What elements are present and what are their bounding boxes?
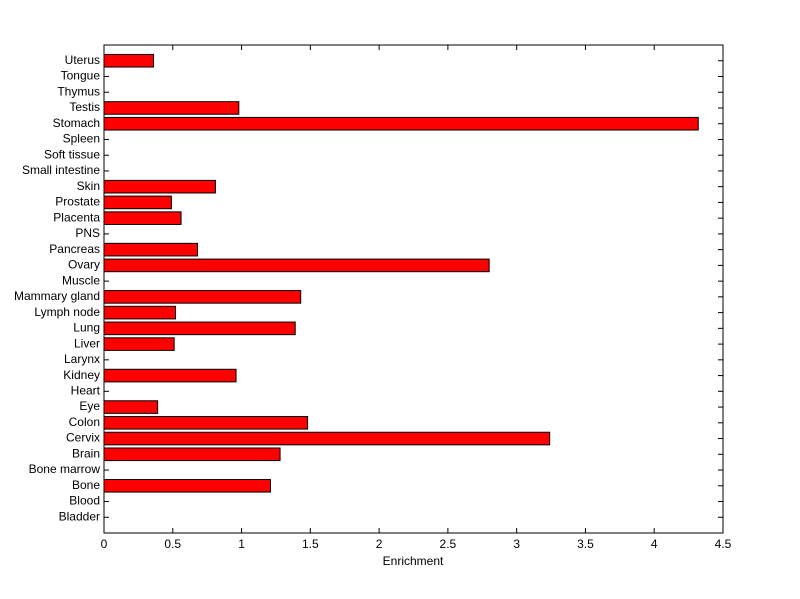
y-tick-label: Brain [72, 446, 100, 460]
bar [103, 195, 172, 210]
y-tick-label: Uterus [65, 53, 100, 67]
x-tick-label: 1.5 [302, 537, 319, 551]
y-tick-label: Lung [73, 321, 100, 335]
y-tick-label: Heart [71, 383, 101, 397]
x-tick-label: 1 [238, 537, 245, 551]
bar [103, 400, 159, 414]
bar [103, 368, 237, 383]
y-tick-label: Muscle [62, 273, 100, 287]
bar [103, 53, 155, 68]
y-tick-label: Stomach [53, 116, 100, 130]
bar [103, 337, 175, 351]
bar [103, 447, 281, 462]
y-tick-label: Thymus [57, 84, 100, 98]
y-tick-label: Placenta [53, 210, 100, 224]
bar [103, 101, 240, 115]
y-tick-label: Soft tissue [44, 147, 100, 161]
bar [103, 116, 699, 131]
y-tick-label: Kidney [63, 368, 100, 382]
bar [103, 416, 309, 430]
y-tick-label: Prostate [55, 195, 100, 209]
bar [103, 211, 182, 225]
y-tick-label: Testis [69, 100, 100, 114]
y-tick-label: Bone [72, 478, 100, 492]
bar [103, 290, 302, 304]
x-axis-label: Enrichment [383, 554, 444, 568]
y-tick-label: Bone marrow [29, 462, 101, 476]
bar [103, 431, 551, 446]
bar [103, 305, 177, 320]
x-tick-label: 4 [651, 537, 658, 551]
y-tick-label: Colon [69, 415, 100, 429]
y-tick-label: Spleen [63, 132, 100, 146]
y-tick-label: Ovary [68, 258, 100, 272]
y-tick-label: Larynx [64, 352, 100, 366]
y-tick-label: Small intestine [22, 163, 100, 177]
y-tick-label: Tongue [61, 69, 101, 83]
y-tick-label: Cervix [66, 431, 100, 445]
x-tick-label: 3.5 [577, 537, 594, 551]
bar [103, 258, 490, 273]
y-tick-label: Bladder [59, 509, 100, 523]
y-tick-label: Eye [79, 399, 100, 413]
y-tick-label: Liver [74, 336, 100, 350]
plot-frame [103, 44, 724, 534]
y-tick-label: Pancreas [49, 242, 100, 256]
bar [103, 321, 296, 336]
y-tick-label: Blood [69, 494, 100, 508]
bar [103, 179, 216, 194]
y-tick-label: PNS [75, 226, 100, 240]
bar [103, 478, 271, 493]
bar [103, 242, 199, 257]
x-tick-label: 4.5 [715, 537, 732, 551]
x-tick-label: 2.5 [440, 537, 457, 551]
y-tick-label: Skin [77, 179, 100, 193]
x-tick-label: 0.5 [164, 537, 181, 551]
y-tick-label: Lymph node [34, 305, 100, 319]
y-tick-label: Mammary gland [14, 289, 100, 303]
x-tick-label: 2 [376, 537, 383, 551]
x-tick-label: 0 [101, 537, 108, 551]
x-tick-label: 3 [513, 537, 520, 551]
